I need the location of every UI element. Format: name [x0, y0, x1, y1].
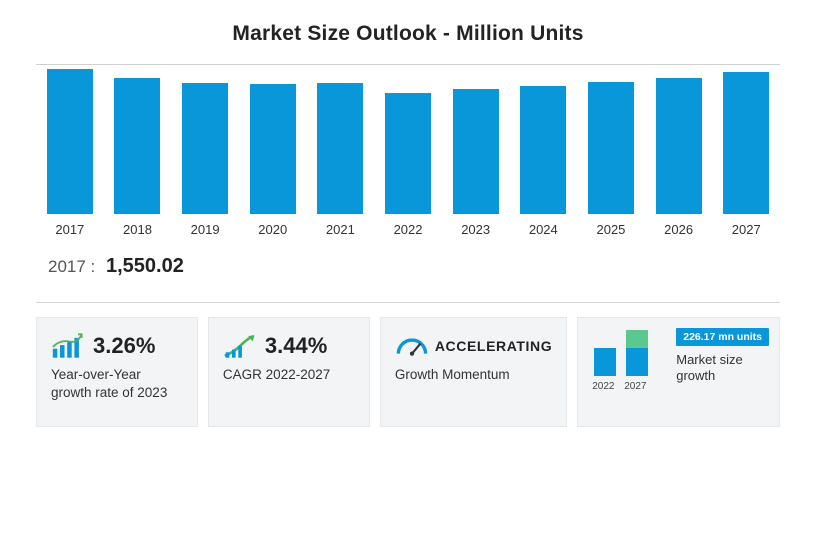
bar-2022 [385, 93, 431, 214]
market-growth-card: 2022 2027 226.17 mn units Market size gr… [577, 317, 780, 427]
x-label: 2023 [442, 222, 510, 237]
bar-slot [645, 78, 713, 214]
gauge-icon [395, 332, 429, 360]
momentum-value: ACCELERATING [435, 338, 552, 354]
cagr-card: 3.44% CAGR 2022-2027 [208, 317, 370, 427]
bar-2027 [723, 72, 769, 214]
bar-2023 [453, 89, 499, 214]
bar-slot [442, 89, 510, 214]
x-label: 2024 [509, 222, 577, 237]
divider [36, 302, 780, 303]
yoy-label: Year-over-Year growth rate of 2023 [51, 366, 183, 401]
cagr-value: 3.44% [265, 333, 327, 359]
mini-bar-2027-increment [626, 330, 648, 348]
year-value: 1,550.02 [106, 255, 184, 277]
market-size-bar-chart [36, 64, 780, 214]
bar-slot [577, 82, 645, 214]
growth-arrow-icon [223, 332, 259, 360]
bar-slot [171, 83, 239, 214]
page-title: Market Size Outlook - Million Units [0, 22, 816, 46]
bar-2025 [588, 82, 634, 214]
stat-cards-row: 3.26% Year-over-Year growth rate of 2023… [36, 317, 780, 427]
mini-x-2022: 2022 [592, 381, 614, 392]
bar-2017 [47, 69, 93, 214]
bar-slot [104, 78, 172, 214]
bar-slot [307, 83, 375, 214]
yoy-card: 3.26% Year-over-Year growth rate of 2023 [36, 317, 198, 427]
x-label: 2019 [171, 222, 239, 237]
x-label: 2020 [239, 222, 307, 237]
bar-slot [374, 93, 442, 214]
bar-2026 [656, 78, 702, 214]
bar-slot [239, 84, 307, 214]
yoy-value: 3.26% [93, 333, 155, 359]
x-label: 2027 [712, 222, 780, 237]
bar-2018 [114, 78, 160, 214]
bar-2021 [317, 83, 363, 214]
bar-slot [36, 69, 104, 214]
growth-badge: 226.17 mn units [676, 328, 769, 346]
growth-label: Market size growth [676, 352, 769, 385]
bar-trend-icon [51, 332, 87, 360]
bar-slot [712, 72, 780, 214]
bar-2024 [520, 86, 566, 214]
x-label: 2022 [374, 222, 442, 237]
bar-slot [509, 86, 577, 214]
x-label: 2018 [104, 222, 172, 237]
year-label: 2017 : [48, 257, 95, 276]
x-label: 2021 [307, 222, 375, 237]
x-label: 2025 [577, 222, 645, 237]
mini-bar-2022 [594, 348, 616, 376]
mini-growth-chart: 2022 2027 [588, 328, 666, 390]
x-label: 2026 [645, 222, 713, 237]
x-label: 2017 [36, 222, 104, 237]
momentum-card: ACCELERATING Growth Momentum [380, 317, 567, 427]
bar-2019 [182, 83, 228, 214]
cagr-label: CAGR 2022-2027 [223, 366, 355, 384]
bar-2020 [250, 84, 296, 214]
chart-x-axis: 2017201820192020202120222023202420252026… [36, 222, 780, 237]
momentum-label: Growth Momentum [395, 366, 552, 384]
selected-year-value: 2017 : 1,550.02 [48, 255, 816, 278]
mini-x-2027: 2027 [624, 381, 646, 392]
